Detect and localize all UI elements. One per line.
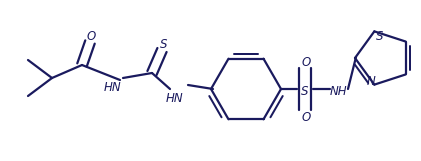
Text: NH: NH — [329, 85, 347, 98]
Text: O: O — [301, 110, 311, 123]
Text: O: O — [301, 56, 311, 68]
Text: S: S — [160, 38, 168, 51]
Text: O: O — [86, 29, 96, 43]
Text: N: N — [367, 75, 376, 88]
Text: S: S — [301, 85, 309, 98]
Text: HN: HN — [103, 80, 121, 94]
Text: HN: HN — [166, 91, 184, 104]
Text: S: S — [376, 30, 383, 43]
